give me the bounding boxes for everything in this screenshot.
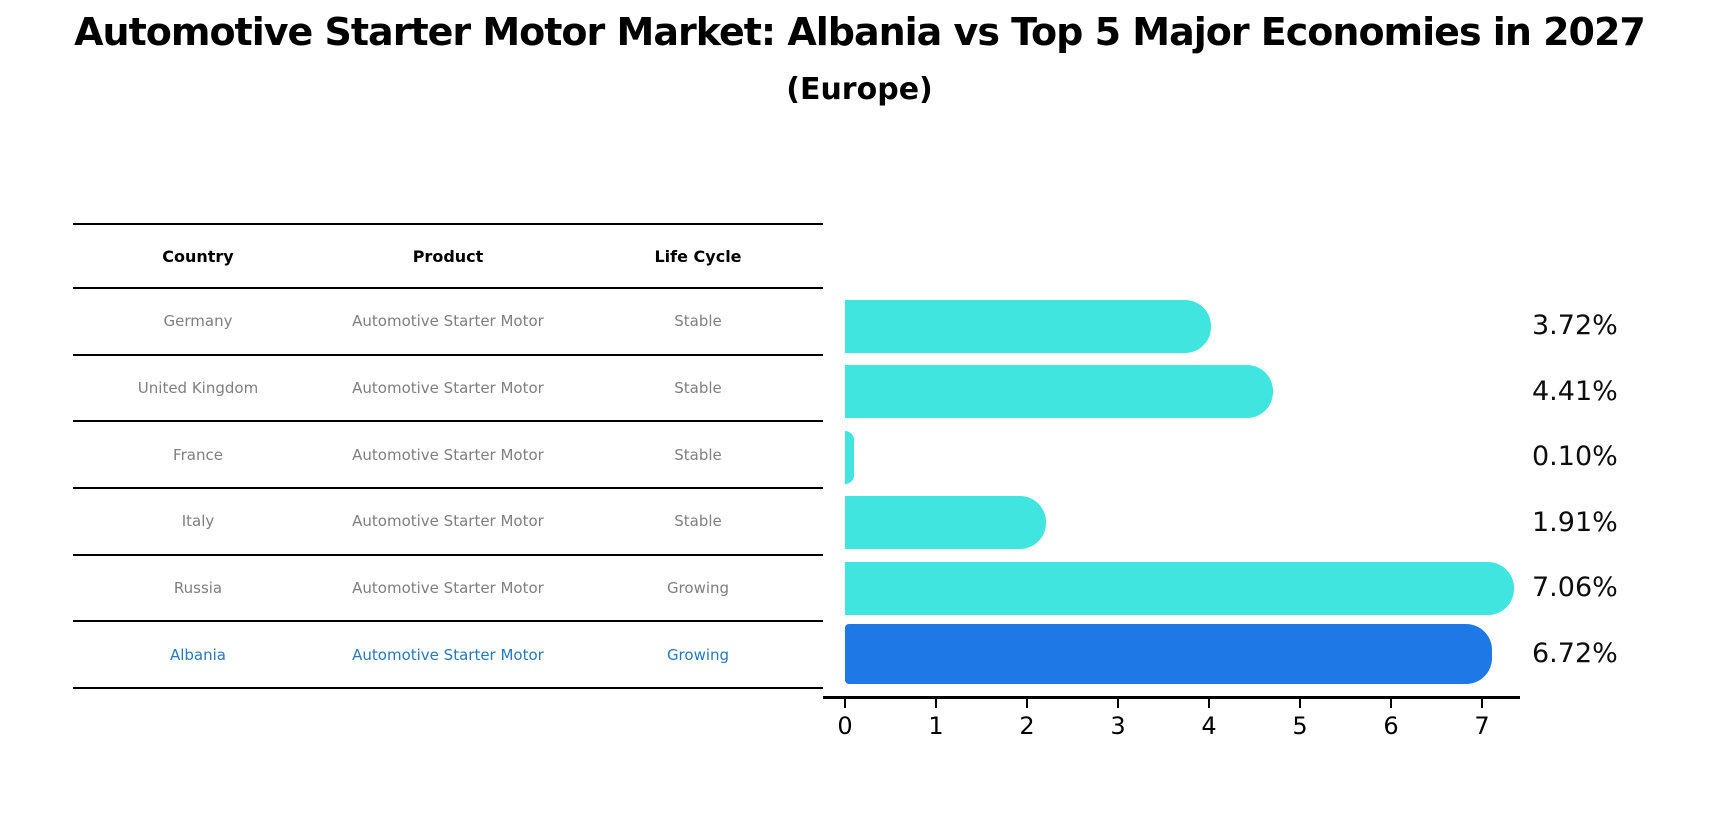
cell-country: France [173,445,223,464]
cell-country: United Kingdom [137,379,259,398]
bar-value-label: 3.72% [1532,310,1618,341]
x-tick-label: 7 [1474,712,1490,740]
x-tick-mark [844,699,846,708]
cell-life-cycle: Stable [674,379,722,398]
cell-life-cycle: Stable [674,312,722,331]
chart-subtitle: (Europe) [786,72,933,107]
table-header-row: Country Product Life Cycle [73,223,823,289]
x-tick-mark [1299,699,1301,708]
chart-title: Automotive Starter Motor Market: Albania… [74,10,1646,54]
x-tick-mark [1481,699,1483,708]
x-tick-label: 0 [837,712,853,740]
cell-life-cycle: Growing [666,645,730,664]
cell-product: Automotive Starter Motor [352,512,544,531]
cell-product: Automotive Starter Motor [352,645,544,664]
bar-france [845,430,855,484]
x-tick-label: 6 [1383,712,1399,740]
country-table: Country Product Life Cycle Germany Automo… [73,223,823,690]
cell-country: Germany [163,312,233,331]
x-tick-label: 1 [928,712,944,740]
bar-albania [845,623,1492,684]
x-tick-mark [1026,699,1028,708]
bar-value-label: 1.91% [1532,506,1618,538]
bar-united-kingdom [845,365,1274,418]
cell-product: Automotive Starter Motor [352,379,544,398]
cell-life-cycle: Stable [674,512,722,531]
bar-germany [845,299,1211,353]
bar-russia [845,561,1515,615]
x-tick-label: 3 [1110,712,1126,740]
table-row-italy: Italy Automotive Starter Motor Stable [73,489,823,556]
bar-italy [845,496,1046,549]
cell-country: Russia [173,579,223,598]
cell-country: Albania [169,645,226,664]
x-tick-label: 4 [1201,712,1217,740]
x-tick-label: 2 [1019,712,1035,740]
table-body: Germany Automotive Starter Motor Stable Uni… [73,289,823,690]
col-header-product: Product [412,246,484,266]
cell-product: Automotive Starter Motor [352,445,544,464]
x-tick-mark [1117,699,1119,708]
col-header-country: Country [162,246,234,266]
x-tick-label: 5 [1292,712,1308,740]
bar-value-label: 6.72% [1532,637,1618,669]
table-row-france: France Automotive Starter Motor Stable [73,422,823,490]
bar-value-label: 4.41% [1532,375,1618,407]
bar-value-label: 7.06% [1532,572,1618,603]
x-tick-mark [1390,699,1392,708]
table-row-albania: Albania Automotive Starter Motor Growing [73,622,823,690]
table-row-germany: Germany Automotive Starter Motor Stable [73,289,823,356]
cell-product: Automotive Starter Motor [352,579,544,598]
cell-product: Automotive Starter Motor [352,312,544,331]
col-header-life-cycle: Life Cycle [654,246,742,266]
cell-life-cycle: Stable [674,445,722,464]
x-tick-mark [935,699,937,708]
table-row-united-kingdom: United Kingdom Automotive Starter Motor St… [73,356,823,423]
cell-life-cycle: Growing [666,579,730,598]
x-tick-mark [1208,699,1210,708]
x-axis-line [823,696,1520,699]
bar-value-label: 0.10% [1532,441,1618,472]
table-row-russia: Russia Automotive Starter Motor Growing [73,556,823,623]
cell-country: Italy [181,512,215,531]
